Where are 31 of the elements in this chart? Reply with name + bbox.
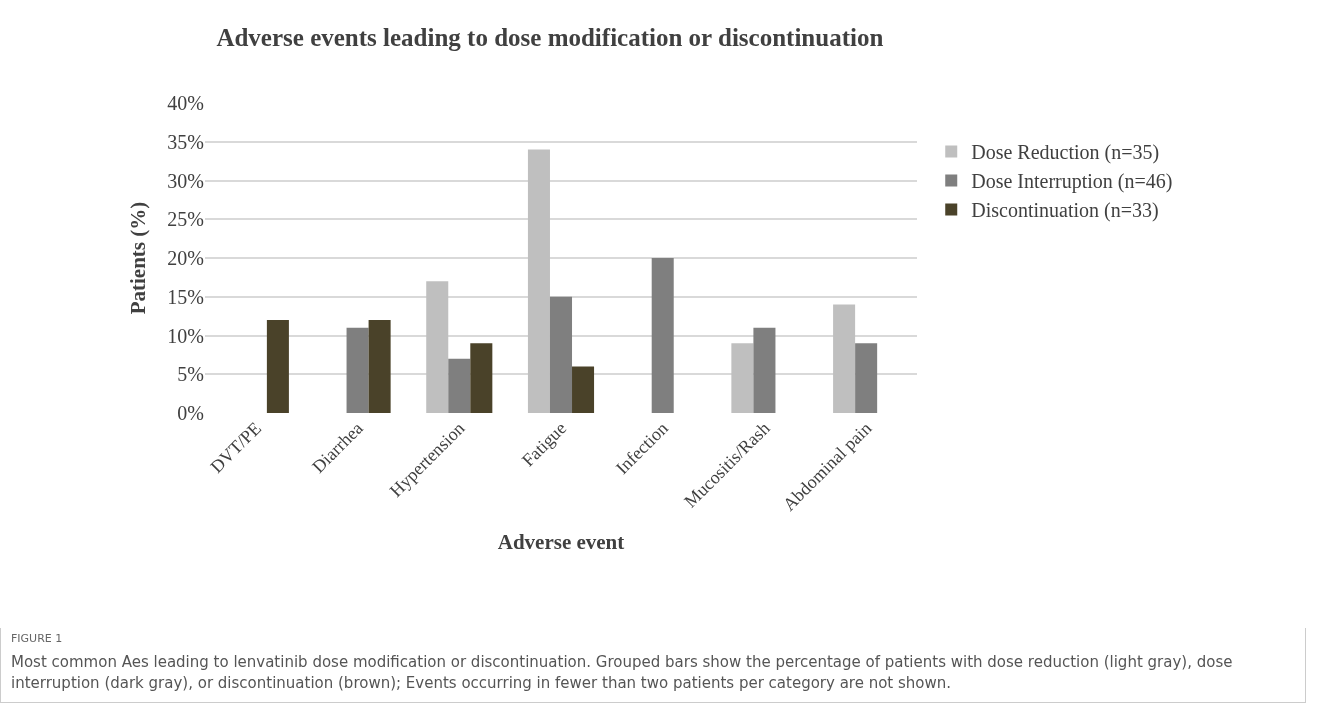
bar: [470, 343, 493, 413]
bar: [651, 258, 674, 413]
y-tick-label: 15%: [167, 285, 204, 308]
y-tick-label: 20%: [167, 247, 204, 269]
text: Most common Aes leading to lenvatinib dose modification or discontinuation. Grouped bars show the percentage of patients with dose reduction (light gray), dose interruption (dark gray), or discontinuation (brown); Events occurring in fewer than two patients per category are not shown.: [11, 652, 1234, 694]
y-axis-title: Patients (%): [126, 201, 151, 315]
bar: [549, 296, 573, 413]
bar: [855, 343, 878, 413]
caption: FIGURE 1: [11, 631, 64, 647]
bar: [753, 327, 776, 413]
x-axis-title: Adverse event: [497, 529, 625, 554]
bar: [266, 320, 289, 413]
y-tick-label: 30%: [167, 169, 204, 192]
y-tick-label: 35%: [167, 130, 204, 153]
bar: [572, 366, 595, 413]
bar: [368, 320, 391, 413]
y-tick-label: 40%: [167, 92, 204, 114]
legend-label: Dose Interruption (n=46): [971, 170, 1173, 194]
legend-label: Dose Reduction (n=35): [971, 141, 1160, 165]
bar: [833, 304, 856, 413]
y-tick-label: 5%: [177, 363, 204, 386]
bar: [426, 281, 449, 413]
bar: [346, 327, 369, 413]
bar: [731, 343, 754, 413]
chart-title: Adverse events leading to dose modification or discontinuation: [216, 23, 884, 51]
y-tick-label: 25%: [167, 208, 204, 231]
bar: [527, 149, 550, 413]
y-tick-label: 10%: [167, 324, 204, 347]
y-tick-label: 0%: [177, 402, 204, 424]
legend-label: Discontinuation (n=33): [971, 199, 1159, 223]
bar: [448, 358, 471, 413]
